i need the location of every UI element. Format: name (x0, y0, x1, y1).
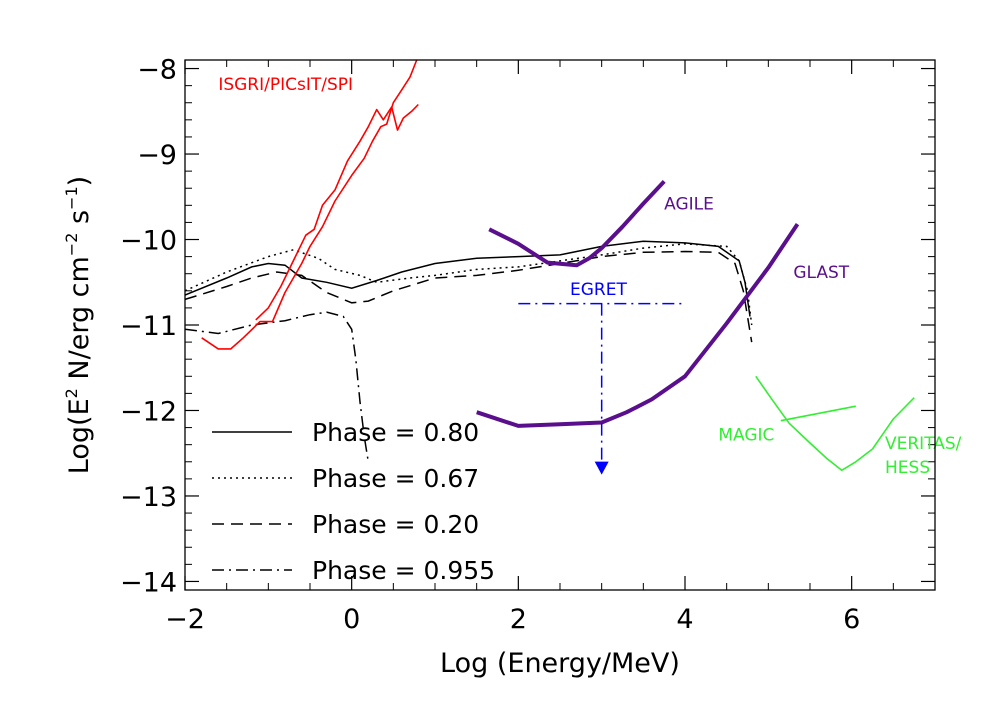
legend-label-3: Phase = 0.955 (312, 556, 495, 585)
instrument-label-4-b: HESS (885, 458, 930, 478)
instrument-layer: ISGRI/PICsIT/SPI AGILE GLAST MAGIC VERITAS/H… (201, 59, 962, 478)
ticks-layer: −2 0 2 4 6 −14 −13 −12 −11 −10 −9 −8 (120, 55, 936, 635)
y-axis-title: Log(E2 N/erg cm−2 s−1) (62, 176, 95, 474)
y-tick-label: −13 (120, 482, 177, 513)
x-axis-title: Log (Energy/MeV) (440, 648, 680, 679)
instrument-label-3: MAGIC (718, 425, 774, 445)
series-line-2 (184, 250, 753, 343)
y-axis-title-part: ) (64, 176, 95, 187)
instrument-label-4: VERITAS/ (885, 434, 962, 454)
y-axis-title-part: N/erg cm (64, 256, 95, 388)
x-tick-label: 4 (676, 604, 693, 635)
plot-frame (184, 59, 936, 591)
instrument-label-0: ISGRI/PICsIT/SPI (218, 75, 353, 95)
y-tick-label: −10 (120, 226, 177, 257)
instrument-line-0-0 (201, 59, 418, 350)
instrument-line-3-0 (755, 375, 873, 472)
y-axis-title-part: Log(E (64, 398, 95, 474)
series-line-1 (184, 243, 753, 326)
instrument-line-0-1 (255, 103, 419, 321)
y-tick-label: −8 (137, 55, 177, 86)
x-tick-label: 0 (343, 604, 360, 635)
series-line-3 (184, 311, 370, 462)
legend-label-1: Phase = 0.67 (312, 464, 479, 493)
instrument-line-4-0 (871, 397, 915, 450)
legend: Phase = 0.80 Phase = 0.67 Phase = 0.20 Phas… (212, 418, 495, 585)
x-tick-label: −2 (165, 604, 205, 635)
instrument-line-2-0 (476, 222, 800, 428)
y-axis-title-part: 2 (62, 388, 81, 398)
y-axis-title-part: −2 (62, 233, 81, 257)
series-line-0 (184, 240, 751, 317)
y-axis-title-part: s (64, 210, 95, 233)
egret-arrowhead (594, 461, 609, 475)
y-tick-label: −11 (120, 311, 177, 342)
instrument-line-3-1 (780, 405, 856, 422)
y-tick-label: −9 (137, 140, 177, 171)
x-tick-label: 6 (843, 604, 860, 635)
instrument-line-1-0 (488, 180, 666, 268)
y-tick-label: −12 (120, 396, 177, 427)
egret-label: EGRET (570, 280, 627, 300)
instrument-label-1: AGILE (664, 195, 714, 215)
x-tick-label: 2 (510, 604, 527, 635)
y-tick-label: −14 (120, 567, 177, 598)
instrument-label-2: GLAST (793, 263, 849, 283)
legend-label-2: Phase = 0.20 (312, 510, 479, 539)
y-axis-title-part: −1 (62, 186, 81, 210)
legend-label-0: Phase = 0.80 (312, 418, 479, 447)
